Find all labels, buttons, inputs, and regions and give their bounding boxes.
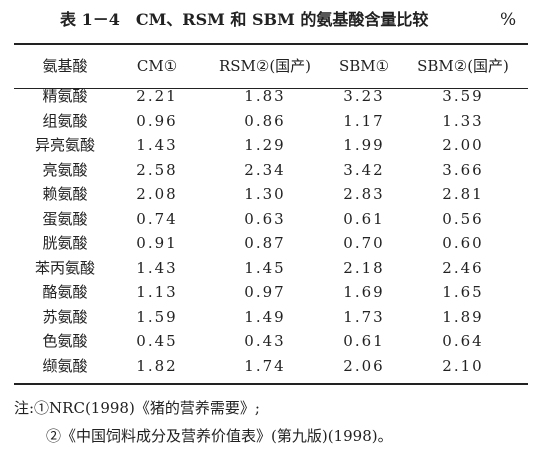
row-label: 色氨酸 xyxy=(42,332,88,350)
title: 表 1－4 CM、RSM 和 SBM 的氨基酸含量比较 xyxy=(60,10,429,29)
cell-value: 2.06 xyxy=(343,356,385,375)
cell-value: 0.56 xyxy=(442,209,484,228)
cell-value: 1.43 xyxy=(136,258,178,277)
cell-value: 2.00 xyxy=(442,136,484,154)
cell-value: 1.43 xyxy=(136,136,178,154)
unit: % xyxy=(500,10,517,30)
cell-value: 0.97 xyxy=(244,283,286,301)
cell-value: 2.46 xyxy=(442,258,484,277)
cell-value: 0.91 xyxy=(136,234,178,252)
cell-value: 0.60 xyxy=(442,234,484,252)
column-header: RSM②(国产) xyxy=(218,57,312,75)
cell-value: 1.74 xyxy=(244,356,286,375)
row-label: 苯丙氨酸 xyxy=(34,258,96,277)
cell-value: 1.82 xyxy=(136,356,178,375)
cell-value: 1.17 xyxy=(343,111,385,130)
cell-value: 1.99 xyxy=(343,136,385,154)
cell-value: 1.13 xyxy=(136,283,178,301)
cell-value: 2.21 xyxy=(136,87,178,105)
row-label: 苏氨酸 xyxy=(42,307,88,326)
header-rule xyxy=(14,88,528,89)
cell-value: 1.89 xyxy=(442,307,484,326)
cell-value: 1.73 xyxy=(343,307,385,326)
cell-value: 1.49 xyxy=(244,307,286,326)
row-label: 酪氨酸 xyxy=(42,283,88,301)
cell-value: 0.45 xyxy=(136,332,178,350)
cell-value: 0.87 xyxy=(244,234,286,252)
row-label: 赖氨酸 xyxy=(42,185,88,203)
cell-value: 1.29 xyxy=(244,136,286,154)
cell-value: 0.64 xyxy=(442,332,484,350)
row-label: 缬氨酸 xyxy=(42,356,88,375)
cell-value: 0.86 xyxy=(244,111,286,130)
cell-value: 0.43 xyxy=(244,332,286,350)
top-rule xyxy=(14,43,528,45)
column-header: 氨基酸 xyxy=(42,57,88,75)
row-label: 胱氨酸 xyxy=(42,234,88,252)
bottom-rule xyxy=(14,383,528,385)
cell-value: 0.96 xyxy=(136,111,178,130)
cell-value: 3.42 xyxy=(343,160,385,179)
cell-value: 0.74 xyxy=(136,209,178,228)
row-label: 异亮氨酸 xyxy=(34,136,96,154)
cell-value: 0.61 xyxy=(343,332,385,350)
cell-value: 1.83 xyxy=(244,87,286,105)
cell-value: 1.69 xyxy=(343,283,385,301)
row-label: 组氨酸 xyxy=(42,111,88,130)
cell-value: 3.66 xyxy=(442,160,484,179)
cell-value: 0.70 xyxy=(343,234,385,252)
column-header: CM① xyxy=(136,57,178,75)
column-header: SBM②(国产) xyxy=(417,57,509,75)
cell-value: 2.83 xyxy=(343,185,385,203)
cell-value: 1.59 xyxy=(136,307,178,326)
cell-value: 1.30 xyxy=(244,185,286,203)
cell-value: 2.34 xyxy=(244,160,286,179)
cell-value: 1.45 xyxy=(244,258,286,277)
cell-value: 1.33 xyxy=(442,111,484,130)
note: 注:①NRC(1998)《猪的营养需要》; xyxy=(14,399,260,417)
cell-value: 0.63 xyxy=(244,209,286,228)
cell-value: 2.81 xyxy=(442,185,484,203)
row-label: 精氨酸 xyxy=(42,87,88,105)
cell-value: 2.10 xyxy=(442,356,484,375)
column-header: SBM① xyxy=(338,57,390,75)
cell-value: 3.59 xyxy=(442,87,484,105)
cell-value: 2.58 xyxy=(136,160,178,179)
cell-value: 2.18 xyxy=(343,258,385,277)
note: ②《中国饲料成分及营养价值表》(第九版)(1998)。 xyxy=(46,427,393,445)
row-label: 蛋氨酸 xyxy=(42,209,88,228)
cell-value: 2.08 xyxy=(136,185,178,203)
cell-value: 0.61 xyxy=(343,209,385,228)
cell-value: 3.23 xyxy=(343,87,385,105)
row-label: 亮氨酸 xyxy=(42,160,88,179)
cell-value: 1.65 xyxy=(442,283,484,301)
